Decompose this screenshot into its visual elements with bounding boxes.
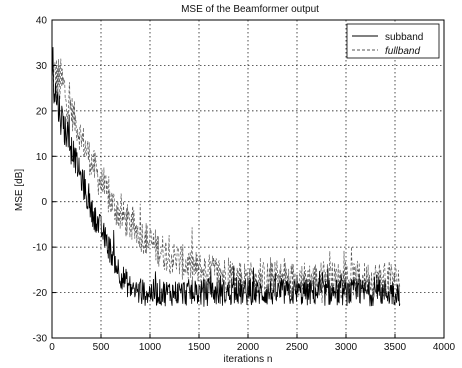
legend-label-fullband: fullband [385, 46, 420, 57]
x-tick-label: 4000 [433, 342, 456, 353]
y-tick-label: 0 [41, 197, 47, 208]
x-axis-label: iterations n [224, 354, 273, 365]
x-tick-label: 1500 [188, 342, 211, 353]
legend-label-subband: subband [385, 32, 423, 43]
ticks: 0 500 1000 1500 2000 2500 3000 3500 4000 -30 -20 -1… [33, 16, 456, 354]
y-tick-label: -20 [33, 288, 48, 299]
x-tick-label: 500 [93, 342, 110, 353]
x-tick-label: 3000 [335, 342, 358, 353]
y-tick-label: 30 [36, 61, 48, 72]
y-tick-label: -30 [33, 334, 48, 345]
x-tick-label: 0 [49, 342, 55, 353]
x-tick-label: 1000 [139, 342, 162, 353]
x-tick-label: 3500 [384, 342, 407, 353]
y-tick-label: 40 [36, 16, 48, 27]
x-tick-label: 2500 [286, 342, 309, 353]
y-axis-label: MSE [dB] [14, 169, 25, 211]
series-line-subband [51, 47, 401, 307]
y-tick-label: 20 [36, 106, 48, 117]
series-group [51, 47, 401, 307]
y-tick-label: 10 [36, 152, 48, 163]
legend: subband fullband [346, 23, 440, 59]
y-tick-label: -10 [33, 243, 48, 254]
x-tick-label: 2000 [237, 342, 260, 353]
series-line-fullband [51, 58, 401, 304]
legend-box [346, 23, 440, 59]
chart-title: MSE of the Beamformer output [181, 4, 319, 15]
